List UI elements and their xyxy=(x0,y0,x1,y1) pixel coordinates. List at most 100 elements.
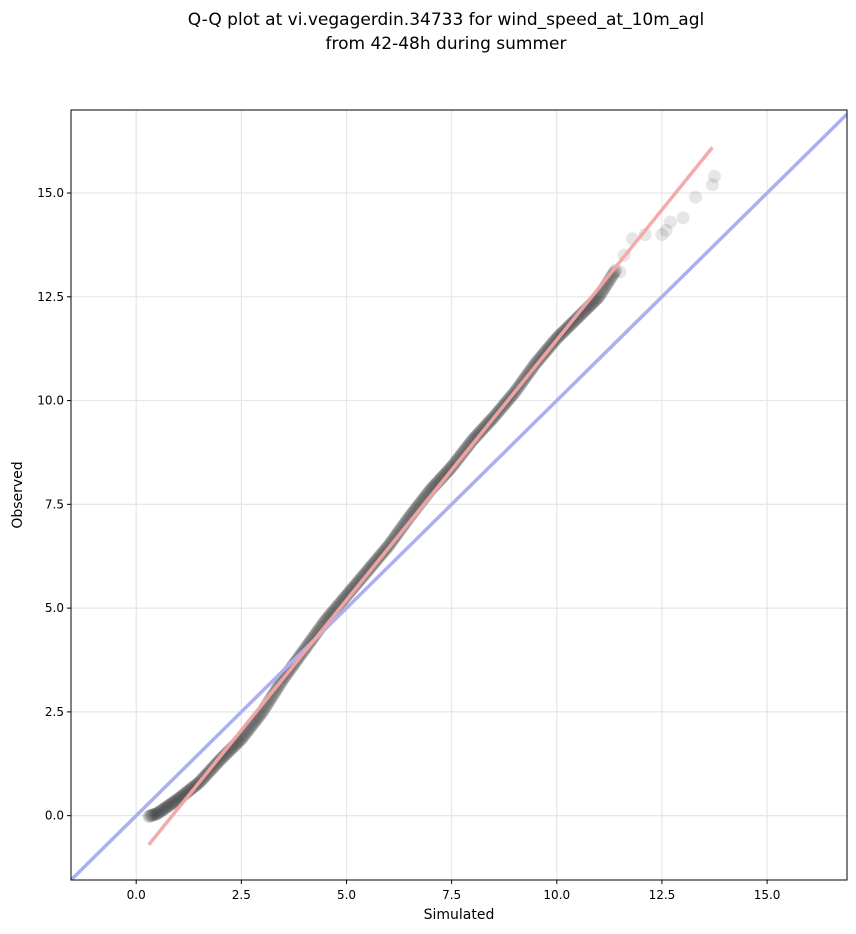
qq-point xyxy=(151,806,165,820)
y-tick-label: 0.0 xyxy=(45,809,64,823)
qq-point xyxy=(165,797,179,811)
qq-point xyxy=(341,587,355,601)
y-axis-ticks: 0.0 2.5 5.0 7.5 10.0 12.5 15.0 xyxy=(37,186,71,823)
qq-point xyxy=(605,269,619,283)
qq-point xyxy=(705,178,719,192)
qq-point xyxy=(217,749,231,763)
qq-point xyxy=(267,686,281,700)
y-tick-label: 2.5 xyxy=(45,705,64,719)
x-tick-label: 10.0 xyxy=(543,888,570,902)
qq-point xyxy=(147,808,161,822)
qq-point xyxy=(463,436,477,450)
qq-point xyxy=(458,443,472,457)
qq-point xyxy=(169,794,183,808)
y-tick-label: 7.5 xyxy=(45,497,64,511)
qq-point xyxy=(166,796,180,810)
qq-point xyxy=(465,434,479,448)
qq-point xyxy=(355,571,369,585)
qq-point xyxy=(160,800,174,814)
qq-point xyxy=(392,525,406,539)
qq-point xyxy=(184,782,198,796)
qq-point xyxy=(154,804,168,818)
qq-point xyxy=(163,798,177,812)
qq-point xyxy=(573,308,587,322)
qq-point xyxy=(436,469,450,483)
qq-point xyxy=(354,572,368,586)
qq-point xyxy=(182,783,196,797)
qq-point xyxy=(663,215,677,229)
qq-point xyxy=(659,223,673,237)
qq-point xyxy=(167,795,181,809)
qq-point xyxy=(306,631,320,645)
qq-point xyxy=(345,582,359,596)
qq-point xyxy=(638,228,652,242)
x-tick-label: 0.0 xyxy=(127,888,146,902)
qq-point xyxy=(168,794,182,808)
x-tick-label: 2.5 xyxy=(232,888,251,902)
qq-point xyxy=(655,228,669,242)
qq-point xyxy=(391,526,405,540)
qq-point xyxy=(161,799,175,813)
qq-point xyxy=(214,752,228,766)
qq-point xyxy=(305,632,319,646)
qq-point xyxy=(347,580,361,594)
qq-point xyxy=(456,445,470,459)
qq-point xyxy=(464,435,478,449)
chart-title-line1: Q-Q plot at vi.vegagerdin.34733 for wind… xyxy=(188,10,704,30)
y-tick-label: 15.0 xyxy=(37,186,64,200)
qq-point xyxy=(308,629,322,643)
x-tick-label: 7.5 xyxy=(442,888,461,902)
qq-point xyxy=(461,438,475,452)
qq-point xyxy=(351,575,365,589)
qq-point xyxy=(689,190,703,204)
qq-point xyxy=(606,267,620,281)
y-axis-label: Observed xyxy=(10,461,26,528)
qq-point xyxy=(152,805,166,819)
qq-point xyxy=(164,797,178,811)
qq-point xyxy=(573,309,587,323)
qq-point xyxy=(350,577,364,591)
x-axis-label: Simulated xyxy=(424,907,495,923)
qq-point xyxy=(708,169,722,183)
qq-point xyxy=(342,586,356,600)
qq-point xyxy=(216,750,230,764)
qq-point xyxy=(394,521,408,535)
qq-point xyxy=(468,430,482,444)
qq-point xyxy=(159,800,173,814)
qq-point xyxy=(350,576,364,590)
qq-point xyxy=(144,809,158,823)
qq-point xyxy=(344,584,358,598)
qq-point xyxy=(460,441,474,455)
plot-frame xyxy=(70,109,848,881)
qq-point xyxy=(153,805,167,819)
qq-point xyxy=(345,583,359,597)
qq-point xyxy=(572,310,586,324)
qq-point xyxy=(142,809,156,823)
qq-point xyxy=(439,466,453,480)
qq-point xyxy=(467,431,481,445)
qq-point xyxy=(339,589,353,603)
qq-point xyxy=(607,266,621,280)
qq-point xyxy=(346,581,360,595)
qq-point xyxy=(143,809,157,823)
chart-title-line2: from 42-48h during summer xyxy=(326,34,567,54)
qq-point xyxy=(183,783,197,797)
qq-point xyxy=(155,803,169,817)
qq-point xyxy=(571,311,585,325)
y-tick-label: 10.0 xyxy=(37,394,64,408)
qq-point xyxy=(457,444,471,458)
qq-point xyxy=(165,796,179,810)
qq-point xyxy=(355,570,369,584)
qq-point xyxy=(467,432,481,446)
qq-point xyxy=(156,803,170,817)
qq-point xyxy=(265,689,279,703)
qq-point xyxy=(392,524,406,538)
x-tick-label: 15.0 xyxy=(754,888,781,902)
x-tick-label: 12.5 xyxy=(649,888,676,902)
y-tick-label: 12.5 xyxy=(37,290,64,304)
qq-point xyxy=(435,470,449,484)
qq-point xyxy=(459,442,473,456)
qq-point xyxy=(162,798,176,812)
qq-point xyxy=(440,465,454,479)
